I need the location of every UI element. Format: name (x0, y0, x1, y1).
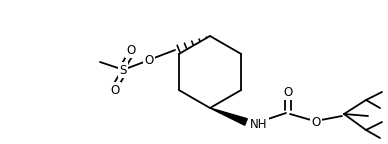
Text: NH: NH (250, 119, 267, 131)
Text: O: O (312, 115, 320, 128)
Text: O: O (283, 86, 293, 98)
Text: S: S (120, 64, 127, 76)
Text: O: O (126, 43, 136, 56)
Polygon shape (210, 108, 247, 125)
Text: O: O (144, 54, 154, 67)
Text: O: O (110, 84, 120, 96)
